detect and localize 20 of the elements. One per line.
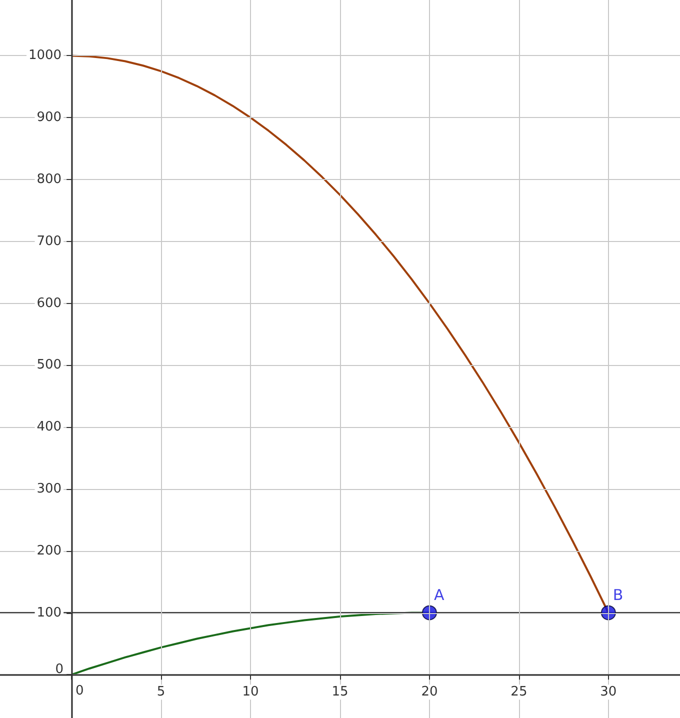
- data-label: B: [612, 586, 624, 604]
- x-tick-label: 25: [510, 684, 528, 700]
- y-tick-label: 600: [36, 296, 62, 311]
- y-tick-label: 200: [36, 543, 62, 558]
- y-tick-label: 100: [36, 605, 62, 620]
- x-tick-label: 20: [421, 684, 438, 700]
- y-tick-label: 500: [36, 358, 62, 373]
- x-tick-label: 15: [332, 684, 348, 700]
- x-tick-label: 10: [242, 684, 259, 700]
- x-tick-label: 30: [600, 684, 617, 700]
- y-tick-label: 700: [36, 234, 62, 249]
- y-tick-label: 300: [36, 481, 62, 496]
- y-tick-label: 1000: [28, 48, 62, 64]
- y-tick-label: 0: [55, 662, 64, 678]
- x-tick-label: 0: [75, 684, 84, 699]
- data-label: A: [434, 586, 445, 604]
- y-tick-label: 900: [36, 110, 62, 126]
- x-tick-label: 5: [156, 684, 166, 700]
- y-tick-label: 400: [36, 420, 62, 435]
- y-tick-label: 800: [36, 172, 62, 187]
